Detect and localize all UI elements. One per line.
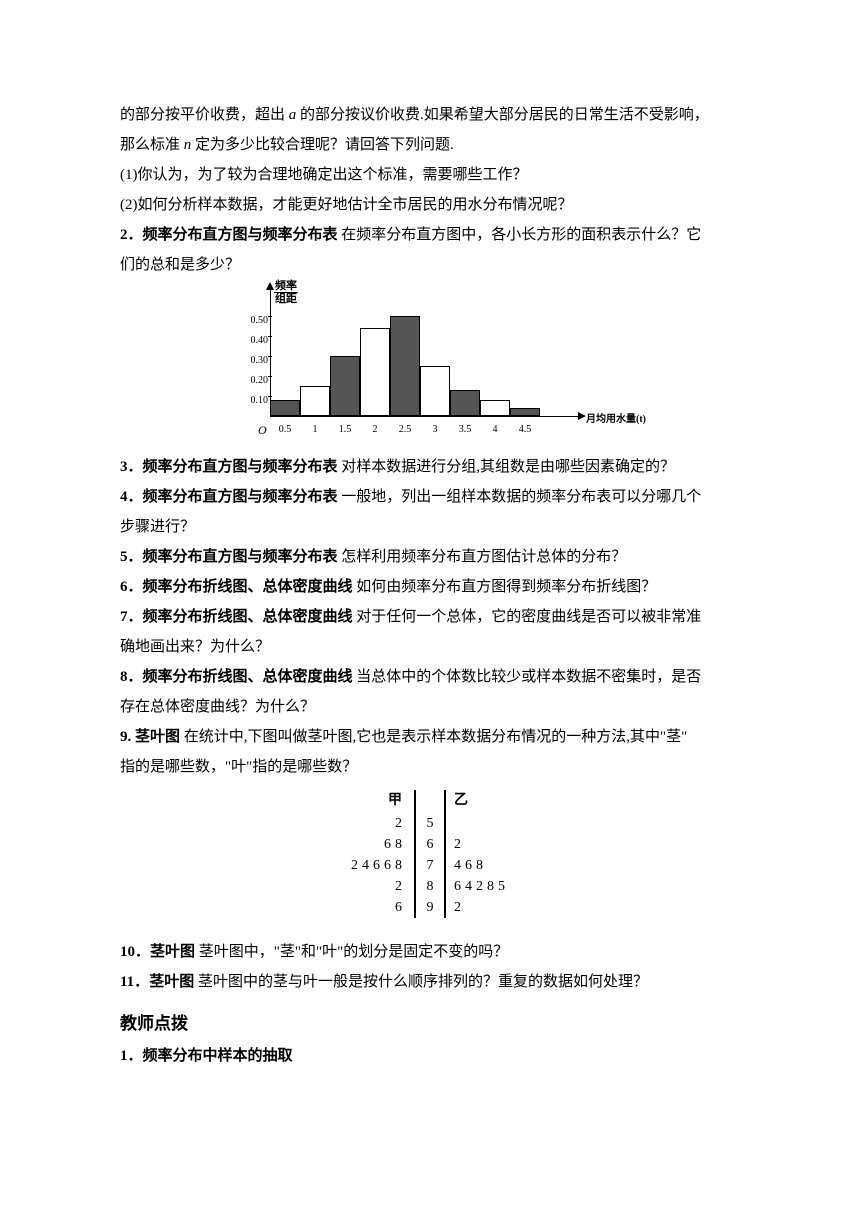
intro-sub2: (2)如何分析样本数据，才能更好地估计全市居民的用水分布情况呢？: [120, 190, 740, 220]
sl-head-left: 甲: [347, 790, 415, 813]
t: 定为多少比较合理呢？请回答下列问题.: [191, 137, 454, 153]
q7-body1: 对于任何一个总体，它的密度曲线是否可以被非常准: [353, 609, 702, 625]
q11-title: 茎叶图: [149, 974, 194, 990]
histogram-bar: [450, 390, 480, 416]
histogram: 频率组距月均用水量(t)O0.500.400.300.200.100.511.5…: [120, 286, 740, 446]
q4-title: 频率分布直方图与频率分布表: [143, 489, 338, 505]
q10-title: 茎叶图: [150, 944, 195, 960]
q2-body1: 在频率分布直方图中，各小长方形的面积表示什么？它: [338, 227, 702, 243]
histogram-bar: [360, 328, 390, 416]
q4-body1: 一般地，列出一组样本数据的频率分布表可以分哪几个: [338, 489, 702, 505]
intro-line2: 那么标准 n 定为多少比较合理呢？请回答下列问题.: [120, 130, 740, 160]
histogram-bar: [390, 316, 420, 416]
stemleaf-row: 25: [347, 813, 513, 834]
q5-num: 5．: [120, 549, 143, 565]
q10-body: 茎叶图中，"茎"和"叶"的划分是固定不变的吗？: [195, 944, 508, 960]
q2-body2: 们的总和是多少？: [120, 250, 740, 280]
t: 那么标准: [120, 137, 184, 153]
q7: 7．频率分布折线图、总体密度曲线 对于任何一个总体，它的密度曲线是否可以被非常准: [120, 602, 740, 632]
q2: 2．频率分布直方图与频率分布表 在频率分布直方图中，各小长方形的面积表示什么？它: [120, 220, 740, 250]
histogram-bar: [480, 400, 510, 416]
sl-head-stem: [415, 790, 445, 813]
stemleaf-row: 246687468: [347, 855, 513, 876]
q2-num: 2．: [120, 227, 143, 243]
q6-title: 频率分布折线图、总体密度曲线: [143, 579, 353, 595]
q5: 5．频率分布直方图与频率分布表 怎样利用频率分布直方图估计总体的分布？: [120, 542, 740, 572]
q9: 9. 茎叶图 在统计中,下图叫做茎叶图,它也是表示样本数据分布情况的一种方法,其…: [120, 722, 740, 752]
q7-title: 频率分布折线图、总体密度曲线: [143, 609, 353, 625]
sl-head-right: 乙: [445, 790, 513, 813]
t: 的部分按议价收费.如果希望大部分居民的日常生活不受影响，: [296, 107, 709, 123]
q2-title: 频率分布直方图与频率分布表: [143, 227, 338, 243]
page-content: 的部分按平价收费，超出 a 的部分按议价收费.如果希望大部分居民的日常生活不受影…: [0, 0, 860, 1131]
q4-body2: 步骤进行？: [120, 512, 740, 542]
histogram-bar: [330, 356, 360, 416]
q10-num: 10．: [120, 944, 150, 960]
q9-num: 9.: [120, 729, 135, 745]
histogram-bar: [420, 366, 450, 416]
q9-body1: 在统计中,下图叫做茎叶图,它也是表示样本数据分布情况的一种方法,其中"茎": [180, 729, 687, 745]
t1-body: 频率分布中样本的抽取: [143, 1048, 293, 1064]
histogram-bar: [510, 408, 540, 416]
q11: 11．茎叶图 茎叶图中的茎与叶一般是按什么顺序排列的？重复的数据如何处理？: [120, 967, 740, 997]
stemleaf-row: 2864285: [347, 876, 513, 897]
histogram-bar: [270, 400, 300, 416]
q5-title: 频率分布直方图与频率分布表: [143, 549, 338, 565]
q6-num: 6．: [120, 579, 143, 595]
q4-num: 4．: [120, 489, 143, 505]
intro-sub1: (1)你认为，为了较为合理地确定出这个标准，需要哪些工作？: [120, 160, 740, 190]
q3-body: 对样本数据进行分组,其组数是由哪些因素确定的？: [338, 459, 676, 475]
q4: 4．频率分布直方图与频率分布表 一般地，列出一组样本数据的频率分布表可以分哪几个: [120, 482, 740, 512]
t1: 1．频率分布中样本的抽取: [120, 1041, 740, 1071]
q11-num: 11．: [120, 974, 149, 990]
q6-body: 如何由频率分布直方图得到频率分布折线图？: [353, 579, 657, 595]
q10: 10．茎叶图 茎叶图中，"茎"和"叶"的划分是固定不变的吗？: [120, 937, 740, 967]
q8-num: 8．: [120, 669, 143, 685]
q5-body: 怎样利用频率分布直方图估计总体的分布？: [338, 549, 627, 565]
q8-title: 频率分布折线图、总体密度曲线: [143, 669, 353, 685]
intro-line1: 的部分按平价收费，超出 a 的部分按议价收费.如果希望大部分居民的日常生活不受影…: [120, 100, 740, 130]
q7-body2: 确地画出来？为什么？: [120, 632, 740, 662]
q3-num: 3．: [120, 459, 143, 475]
q8: 8．频率分布折线图、总体密度曲线 当总体中的个体数比较少或样本数据不密集时，是否: [120, 662, 740, 692]
q8-body1: 当总体中的个体数比较少或样本数据不密集时，是否: [353, 669, 702, 685]
y-axis-label: 频率组距: [274, 280, 298, 305]
stemleaf-row: 692: [347, 897, 513, 918]
x-axis-label: 月均用水量(t): [586, 410, 646, 430]
q8-body2: 存在总体密度曲线？为什么？: [120, 692, 740, 722]
q3-title: 频率分布直方图与频率分布表: [143, 459, 338, 475]
t1-num: 1．: [120, 1048, 143, 1064]
histogram-bar: [300, 386, 330, 416]
q9-body2: 指的是哪些数，"叶"指的是哪些数？: [120, 752, 740, 782]
q6: 6．频率分布折线图、总体密度曲线 如何由频率分布直方图得到频率分布折线图？: [120, 572, 740, 602]
teacher-title: 教师点拨: [120, 1007, 740, 1041]
q7-num: 7．: [120, 609, 143, 625]
stemleaf-row: 6862: [347, 834, 513, 855]
q3: 3．频率分布直方图与频率分布表 对样本数据进行分组,其组数是由哪些因素确定的？: [120, 452, 740, 482]
origin-label: O: [258, 418, 267, 442]
t: 的部分按平价收费，超出: [120, 107, 289, 123]
q11-body: 茎叶图中的茎与叶一般是按什么顺序排列的？重复的数据如何处理？: [194, 974, 648, 990]
q9-title: 茎叶图: [135, 729, 180, 745]
stemleaf-plot: 甲 乙2568622466874682864285692: [120, 790, 740, 929]
